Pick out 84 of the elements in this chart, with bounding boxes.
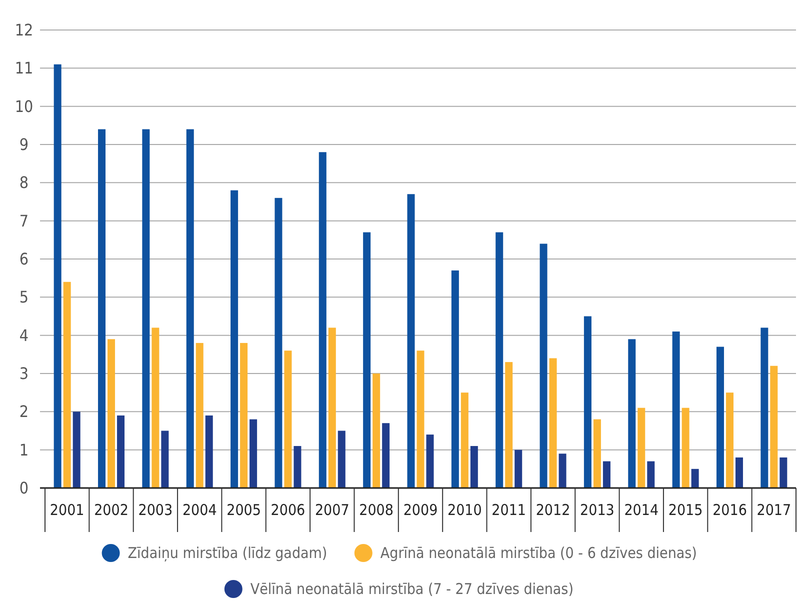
bar [716, 346, 724, 488]
bar [318, 152, 326, 488]
bar [240, 342, 248, 488]
bar [593, 419, 601, 488]
y-tick-label: 9 [19, 135, 29, 154]
legend-label: Zīdaiņu mirstība (līdz gadam) [128, 544, 328, 562]
bar [647, 461, 655, 488]
bar [117, 415, 125, 488]
x-tick-label: 2005 [226, 501, 261, 519]
x-tick-label: 2006 [270, 501, 306, 519]
y-tick-label: 10 [14, 96, 34, 116]
bar [152, 328, 160, 488]
bar [496, 232, 504, 488]
x-tick-label: 2004 [182, 501, 217, 519]
y-tick-label: 3 [19, 364, 29, 383]
bar [372, 374, 380, 488]
x-tick-label: 2012 [536, 501, 570, 519]
x-tick-label: 2011 [492, 501, 526, 519]
bar [205, 415, 213, 488]
bar [584, 316, 592, 488]
y-tick-label: 11 [14, 58, 34, 78]
x-tick-label: 2010 [448, 501, 482, 519]
y-tick-label: 4 [19, 326, 29, 345]
y-tick-label: 2 [19, 402, 29, 422]
x-tick-label: 2003 [138, 501, 173, 519]
bar [294, 446, 302, 488]
bar [514, 450, 522, 488]
bar [363, 232, 371, 488]
bar [628, 339, 636, 488]
bar [108, 339, 116, 488]
bar [142, 129, 150, 488]
y-tick-label: 6 [19, 250, 29, 268]
bar [196, 342, 204, 488]
bar [63, 282, 71, 488]
bar [691, 468, 699, 488]
bar [72, 412, 80, 488]
bar [540, 244, 548, 488]
bar [338, 430, 346, 488]
bar [416, 350, 424, 488]
x-tick-label: 2007 [314, 501, 350, 519]
x-tick-label: 2013 [580, 501, 614, 519]
x-tick-label: 2015 [668, 501, 703, 519]
x-tick-label: 2016 [712, 501, 747, 519]
bar [54, 64, 62, 488]
bar [726, 392, 734, 488]
y-tick-label: 5 [19, 288, 29, 307]
y-tick-label: 12 [14, 20, 34, 40]
x-tick-label: 2009 [403, 501, 438, 519]
bar [460, 392, 468, 488]
bar [284, 350, 292, 488]
bar [382, 423, 390, 488]
bar [760, 328, 768, 488]
bar [735, 457, 743, 488]
legend-label: Vēlīnā neonatālā mirstība (7 - 27 dzīves dienas) [250, 580, 574, 598]
bar [470, 446, 478, 488]
x-tick-label: 2014 [624, 501, 659, 519]
x-tick-label: 2001 [50, 501, 84, 519]
x-tick-label: 2008 [359, 501, 394, 519]
bar [770, 366, 778, 488]
bar [230, 190, 238, 488]
bar [672, 332, 680, 488]
bar [186, 129, 194, 488]
bar [780, 457, 788, 488]
bar [274, 198, 282, 488]
bar [250, 419, 258, 488]
bar [426, 434, 434, 488]
x-tick-label: 2017 [756, 501, 792, 519]
bar [98, 129, 106, 488]
bar [602, 461, 610, 488]
y-tick-label: 8 [19, 173, 29, 192]
bar [549, 358, 557, 488]
bar [558, 454, 566, 488]
bar [328, 328, 336, 488]
legend-label: Agrīnā neonatālā mirstība (0 - 6 dzīves dienas) [380, 544, 697, 562]
y-tick-label: 7 [19, 211, 29, 230]
x-tick-label: 2002 [94, 501, 128, 519]
bar [638, 408, 646, 488]
bar [407, 194, 415, 488]
y-tick-label: 1 [19, 440, 29, 460]
bar [451, 270, 459, 488]
bar [682, 408, 690, 488]
bar [505, 362, 513, 488]
bar [161, 430, 169, 488]
y-tick-label: 0 [19, 478, 29, 498]
